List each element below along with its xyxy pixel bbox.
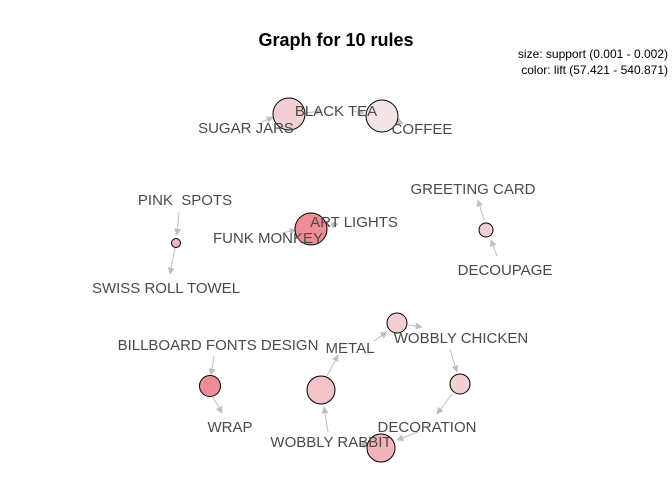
edge-wobbly-rabbit-to-rule <box>321 406 329 433</box>
edge-black-tea-to-rule <box>351 108 365 116</box>
rule-node-wobbly-chicken-decoration <box>449 373 471 395</box>
rule-node-pink-spots-swiss-roll <box>171 238 181 248</box>
rule-node-wobbly-rabbit-metal <box>306 375 336 405</box>
edge-rule-to-black-tea <box>304 108 323 116</box>
rule-node-billboard-wrap <box>199 375 221 397</box>
item-label-sugar-jars: SUGAR JARS <box>198 120 294 137</box>
edge-sugar-jars-to-rule <box>261 116 274 123</box>
edge-rule-to-art-lights <box>326 221 339 229</box>
edge-rule-to-swiss-roll-towel <box>167 247 176 275</box>
graph-title: Graph for 10 rules <box>258 30 413 50</box>
edge-pink-spots-to-rule <box>174 211 182 236</box>
item-label-greeting-card: GREETING CARD <box>410 181 535 198</box>
edge-rule-to-wobbly-rabbit <box>358 441 369 449</box>
legend-color: color: lift (57.421 - 540.871) <box>521 63 668 77</box>
legend-size: size: support (0.001 - 0.002) <box>518 47 668 61</box>
rule-node-metal-wobbly-chicken <box>386 312 408 334</box>
rule-nodes <box>171 97 494 463</box>
rule-node-decoration-wobbly-rabbit <box>366 433 396 463</box>
edge-wobbly-chicken-to-rule <box>449 348 459 373</box>
item-labels: SUGAR JARS BLACK TEA COFFEE PINK SPOTS S… <box>92 103 552 451</box>
edge-rule-to-greeting-card <box>476 199 485 221</box>
item-label-wrap: WRAP <box>208 419 253 436</box>
item-label-black-tea: BLACK TEA <box>295 103 377 120</box>
item-label-funk-monkey: FUNK MONKEY <box>213 230 323 247</box>
item-label-swiss-roll-towel: SWISS ROLL TOWEL <box>92 280 240 297</box>
edge-decoupage-to-rule <box>489 239 498 257</box>
item-label-billboard-fonts-design: BILLBOARD FONTS DESIGN <box>118 337 319 354</box>
rule-node-black-tea-coffee <box>365 99 399 133</box>
item-label-wobbly-chicken: WOBBLY CHICKEN <box>394 330 528 347</box>
edge-rule-to-metal <box>326 354 339 377</box>
rule-node-sugar-jars-black-tea <box>272 97 306 131</box>
item-label-decoration: DECORATION <box>378 419 477 436</box>
edge-funk-monkey-to-rule <box>281 227 297 235</box>
edge-rule-to-wrap <box>212 396 223 414</box>
item-label-metal: METAL <box>326 340 375 357</box>
item-label-decoupage: DECOUPAGE <box>458 262 553 279</box>
item-label-wobbly-rabbit: WOBBLY RABBIT <box>270 434 391 451</box>
edges <box>167 108 498 449</box>
edge-metal-to-rule <box>373 331 388 342</box>
edge-rule-to-wobbly-chicken <box>407 322 423 330</box>
rule-node-decoupage-greeting-card <box>478 222 494 238</box>
edge-rule-to-decoration <box>436 393 453 415</box>
item-label-pink-spots: PINK SPOTS <box>138 192 232 209</box>
edge-billboard-to-rule <box>208 355 216 376</box>
item-label-art-lights: ART LIGHTS <box>310 214 398 231</box>
edge-decoration-to-rule <box>396 431 419 442</box>
item-label-coffee: COFFEE <box>392 121 453 138</box>
rule-node-funk-monkey-art-lights <box>294 212 328 246</box>
